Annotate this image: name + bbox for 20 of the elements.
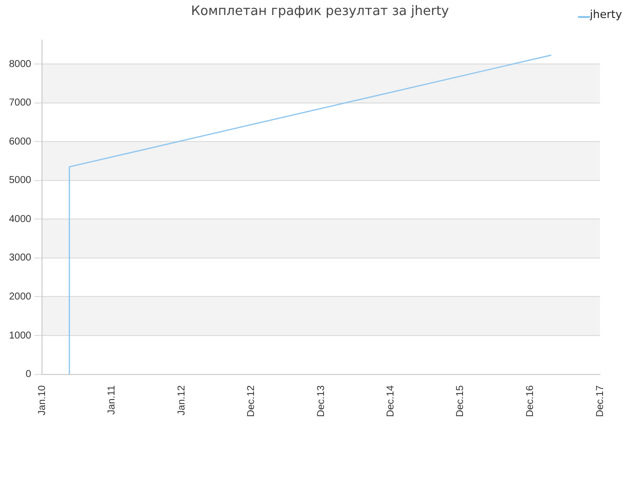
y-tick-label: 5000: [8, 175, 32, 186]
x-tick-label: Dec.14: [385, 384, 396, 418]
x-tick-label: Jan.10: [36, 384, 48, 416]
y-tick-label: 6000: [8, 136, 32, 148]
y-tick-label: 8000: [8, 58, 32, 70]
y-tick-label: 1000: [8, 330, 32, 342]
y-tick-label: 0: [26, 369, 32, 380]
y-tick-label: 2000: [8, 292, 32, 302]
x-tick-label: Jan.12: [176, 384, 188, 416]
x-tick-label: Dec.12: [246, 384, 258, 418]
x-tick-label: Dec.16: [525, 384, 536, 418]
legend-label: jherty: [590, 8, 622, 21]
x-tick-label: Dec.13: [316, 384, 327, 418]
x-tick-label: Dec.17: [594, 384, 606, 418]
x-tick-label: Jan.11: [106, 384, 118, 415]
y-tick-label: 7000: [8, 98, 32, 109]
y-tick-label: 4000: [8, 214, 32, 225]
chart-title: Комплетан график резултат за jherty: [191, 4, 449, 19]
y-tick-label: 3000: [8, 252, 32, 264]
x-tick-label: Dec.15: [455, 384, 466, 418]
